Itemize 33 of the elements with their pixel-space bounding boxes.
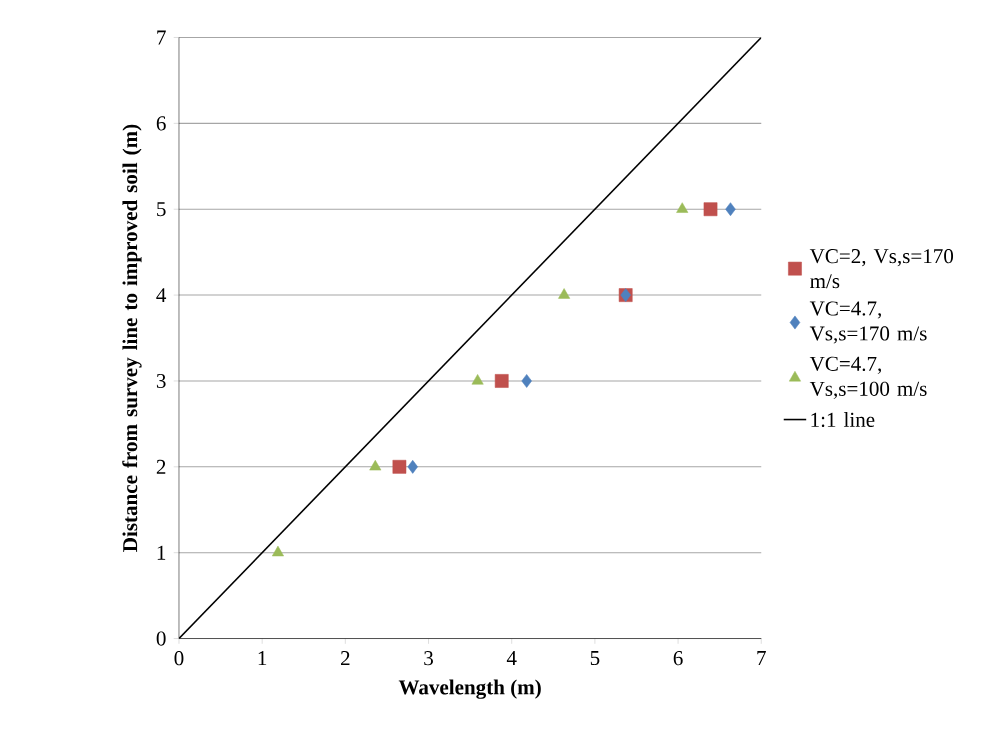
point: [471, 374, 484, 385]
point: [676, 202, 689, 213]
point: [271, 545, 284, 557]
x-tick-label: 6: [673, 651, 683, 666]
y-tick-label: 6: [156, 116, 166, 131]
x-axis-title: Wavelength (m): [398, 679, 541, 699]
y-tick-label: 3: [156, 373, 166, 389]
x-tick-label: 5: [590, 651, 600, 666]
y-axis-title: Distance from survey line to improved soil (m): [122, 124, 142, 552]
point: [494, 374, 509, 388]
x-tick-label: 3: [424, 651, 433, 666]
x-tick-label: 0: [174, 651, 184, 666]
point: [703, 202, 718, 217]
y-tick-label: 5: [157, 202, 166, 217]
point: [725, 202, 736, 217]
point: [521, 374, 532, 388]
x-tick-label: 4: [506, 651, 517, 665]
y-tick-label: 4: [156, 288, 167, 303]
x-tick-label: 2: [341, 651, 350, 666]
legend-label: VC=4.7, Vs,s=100 m/s: [809, 356, 927, 399]
point: [407, 459, 418, 474]
y-tick-label: 2: [156, 459, 166, 474]
point: [558, 288, 571, 299]
legend-label: VC=2, Vs,s=170 m/s: [809, 249, 954, 289]
y-tick-label: 1: [157, 545, 166, 560]
y-tick-label: 7: [157, 30, 166, 45]
legend-label: VC=4.7, Vs,s=170 m/s: [809, 301, 927, 344]
y-tick-label: 0: [156, 631, 166, 646]
point: [369, 459, 382, 471]
x-tick-label: 7: [757, 651, 766, 665]
legend-label: 1:1 line: [811, 412, 875, 427]
x-tick-label: 1: [258, 651, 267, 665]
point: [392, 459, 407, 474]
